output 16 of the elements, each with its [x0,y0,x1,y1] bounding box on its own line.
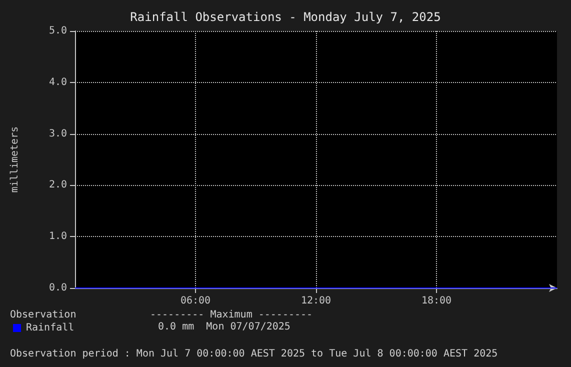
x-tick-label: 06:00 [180,296,211,306]
y-tick-label: 5.0 [48,26,67,36]
y-tick-label: 1.0 [48,231,67,242]
text: --------- Maximum --------- [150,310,313,320]
y-tick-label: 0.0 [48,282,67,294]
text: 0.0 mm Mon 07/07/2025 [158,322,290,332]
y-tick-label: 3.0 [48,128,67,140]
x-tick-label: 18:00 [421,296,452,306]
legend-label: Rainfall [26,322,74,334]
text: Observation [10,310,76,320]
y-axis-title: millimeters [10,126,20,193]
y-tick-label: 2.0 [48,180,67,191]
chart-title: Rainfall Observations - Monday July 7, 2025 [130,10,441,24]
text: Observation period : Mon Jul 7 00:00:00 AEST 2025 to Tue Jul 8 00:00:00 AEST 2025 [10,348,498,360]
y-tick-label: 4.0 [48,76,67,88]
x-tick-label: 12:00 [300,296,332,306]
